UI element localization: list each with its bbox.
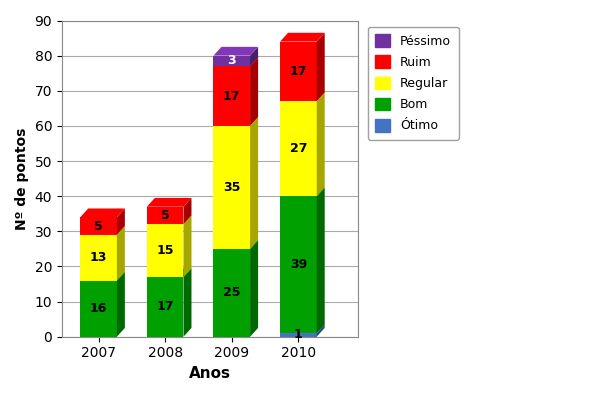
- Polygon shape: [280, 333, 317, 337]
- Polygon shape: [213, 57, 258, 66]
- Polygon shape: [147, 198, 191, 207]
- Polygon shape: [317, 33, 325, 101]
- Text: 17: 17: [156, 300, 174, 313]
- Polygon shape: [280, 101, 317, 196]
- Text: 15: 15: [156, 244, 174, 257]
- Polygon shape: [184, 198, 191, 224]
- Polygon shape: [147, 277, 184, 337]
- Text: 17: 17: [290, 65, 307, 78]
- Text: 5: 5: [94, 219, 103, 232]
- Text: 27: 27: [290, 142, 307, 155]
- Polygon shape: [280, 42, 317, 101]
- Polygon shape: [317, 187, 325, 333]
- Text: 17: 17: [223, 89, 241, 103]
- Legend: Péssimo, Ruim, Regular, Bom, Ótimo: Péssimo, Ruim, Regular, Bom, Ótimo: [368, 27, 459, 140]
- Polygon shape: [80, 280, 117, 337]
- Polygon shape: [280, 324, 325, 333]
- Polygon shape: [213, 55, 250, 66]
- Polygon shape: [317, 324, 325, 337]
- X-axis label: Anos: Anos: [189, 366, 231, 381]
- Polygon shape: [184, 215, 191, 277]
- Polygon shape: [213, 240, 258, 249]
- Polygon shape: [80, 272, 125, 280]
- Polygon shape: [250, 57, 258, 126]
- Polygon shape: [317, 93, 325, 196]
- Polygon shape: [250, 240, 258, 337]
- Polygon shape: [184, 268, 191, 337]
- Polygon shape: [147, 268, 191, 277]
- Polygon shape: [147, 215, 191, 224]
- Polygon shape: [80, 235, 117, 280]
- Text: 1: 1: [294, 328, 303, 341]
- Polygon shape: [213, 47, 258, 55]
- Polygon shape: [147, 224, 184, 277]
- Polygon shape: [80, 208, 125, 217]
- Text: 16: 16: [90, 302, 108, 315]
- Text: 25: 25: [223, 286, 241, 299]
- Polygon shape: [117, 272, 125, 337]
- Polygon shape: [250, 117, 258, 249]
- Text: 39: 39: [290, 258, 307, 271]
- Polygon shape: [280, 33, 325, 42]
- Polygon shape: [213, 249, 250, 337]
- Polygon shape: [80, 226, 125, 235]
- Polygon shape: [280, 196, 317, 333]
- Polygon shape: [280, 93, 325, 101]
- Polygon shape: [80, 217, 117, 235]
- Text: 35: 35: [223, 181, 241, 194]
- Polygon shape: [147, 207, 184, 224]
- Text: 13: 13: [90, 251, 108, 264]
- Polygon shape: [213, 66, 250, 126]
- Text: 3: 3: [228, 54, 236, 67]
- Polygon shape: [117, 208, 125, 235]
- Polygon shape: [280, 187, 325, 196]
- Text: 5: 5: [161, 209, 169, 222]
- Polygon shape: [117, 226, 125, 280]
- Polygon shape: [213, 117, 258, 126]
- Polygon shape: [213, 126, 250, 249]
- Polygon shape: [250, 47, 258, 66]
- Y-axis label: Nº de pontos: Nº de pontos: [15, 128, 29, 230]
